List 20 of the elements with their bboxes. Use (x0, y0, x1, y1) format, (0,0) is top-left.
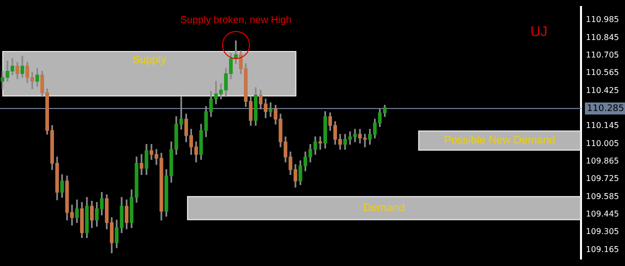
y-tick-label: 110.005 (586, 138, 620, 148)
y-tick-label: 109.305 (586, 227, 620, 236)
y-tick-label: 109.585 (586, 192, 620, 201)
y-tick-label: 109.165 (586, 244, 620, 254)
band-label: Supply (132, 54, 167, 66)
y-tick-label: 110.145 (586, 121, 620, 130)
y-tick-label: 109.445 (586, 209, 620, 218)
y-tick-label: 109.865 (586, 156, 620, 166)
y-tick-label: 110.845 (586, 32, 620, 42)
annotation: Supply broken, new High (180, 14, 292, 26)
y-tick-label: 110.985 (586, 15, 620, 24)
annotation: UJ (530, 22, 548, 39)
candlestick (140, 154, 144, 175)
band-label: Demand (363, 202, 405, 214)
y-tick-label: 110.425 (586, 86, 620, 95)
y-tick-label: 110.705 (586, 50, 620, 60)
ref-line-label: 110.285 (586, 104, 624, 114)
y-tick-label: 109.725 (586, 174, 620, 184)
y-tick-label: 110.565 (586, 68, 620, 78)
band-label: Possible New Demand (444, 134, 556, 147)
